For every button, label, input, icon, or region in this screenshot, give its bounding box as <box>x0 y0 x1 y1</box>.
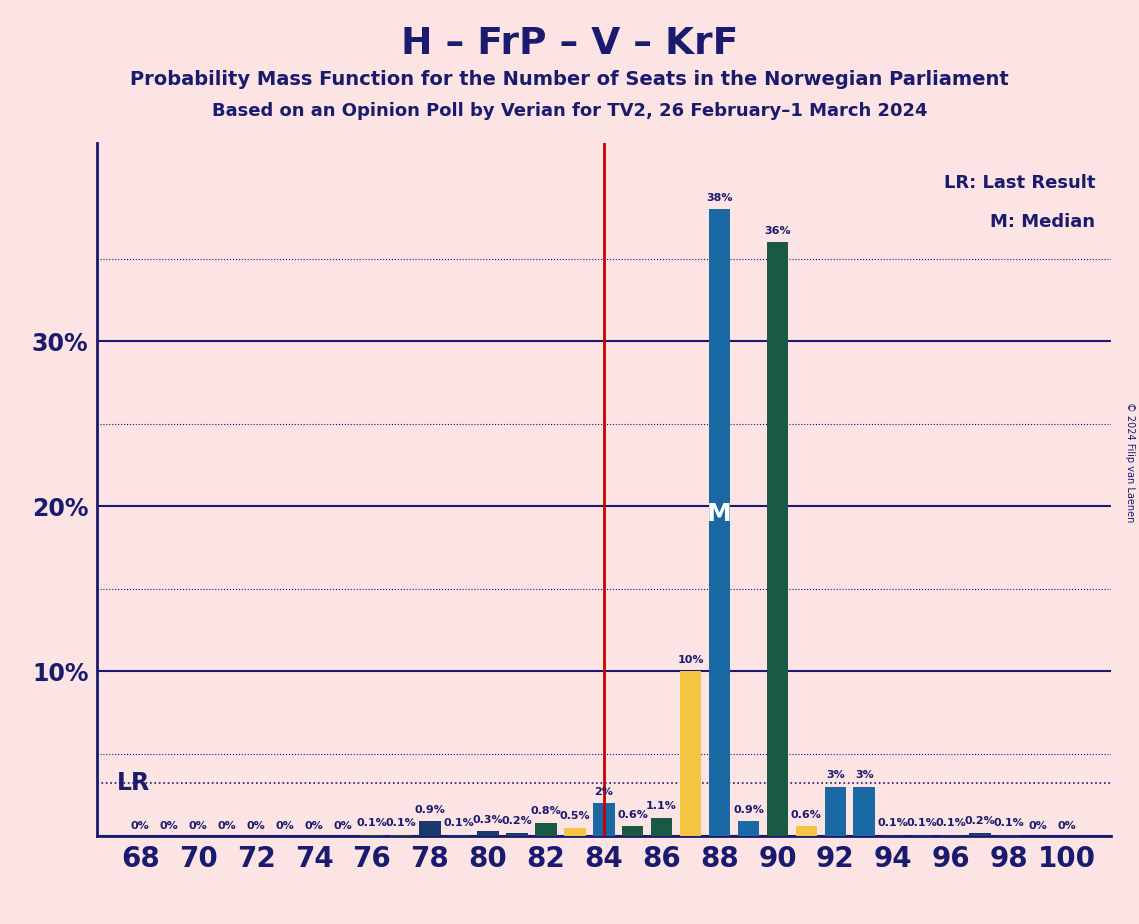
Text: 38%: 38% <box>706 192 732 202</box>
Bar <box>535 823 557 836</box>
Text: 0%: 0% <box>189 821 207 832</box>
Bar <box>680 671 702 836</box>
Text: 0.9%: 0.9% <box>415 805 445 815</box>
Bar <box>767 242 788 836</box>
Text: 0.1%: 0.1% <box>443 818 474 828</box>
Text: 0.1%: 0.1% <box>878 818 909 828</box>
Text: H – FrP – V – KrF: H – FrP – V – KrF <box>401 26 738 62</box>
Bar <box>564 828 585 836</box>
Text: 1.1%: 1.1% <box>646 801 677 811</box>
Text: LR: Last Result: LR: Last Result <box>944 175 1096 192</box>
Bar <box>419 821 441 836</box>
Text: 0.1%: 0.1% <box>907 818 937 828</box>
Bar <box>622 826 644 836</box>
Text: 0%: 0% <box>334 821 352 832</box>
Text: 36%: 36% <box>764 225 790 236</box>
Bar <box>390 834 412 836</box>
Text: Based on an Opinion Poll by Verian for TV2, 26 February–1 March 2024: Based on an Opinion Poll by Verian for T… <box>212 102 927 119</box>
Bar <box>738 821 760 836</box>
Bar <box>506 833 527 836</box>
Text: LR: LR <box>117 772 150 796</box>
Bar <box>650 818 672 836</box>
Text: 0%: 0% <box>159 821 179 832</box>
Text: 0.6%: 0.6% <box>790 809 822 820</box>
Text: 0.1%: 0.1% <box>357 818 387 828</box>
Text: 0%: 0% <box>1058 821 1076 832</box>
Text: 0.3%: 0.3% <box>473 815 503 825</box>
Text: 0.2%: 0.2% <box>965 816 995 826</box>
Text: 0%: 0% <box>218 821 237 832</box>
Bar <box>998 834 1021 836</box>
Text: 0.5%: 0.5% <box>559 811 590 821</box>
Bar <box>795 826 818 836</box>
Bar <box>592 803 615 836</box>
Bar <box>361 834 383 836</box>
Bar <box>969 833 991 836</box>
Bar <box>883 834 904 836</box>
Text: 0.2%: 0.2% <box>501 816 532 826</box>
Text: 10%: 10% <box>678 654 704 664</box>
Bar <box>708 209 730 836</box>
Bar <box>825 786 846 836</box>
Text: 0.6%: 0.6% <box>617 809 648 820</box>
Text: 3%: 3% <box>855 770 874 780</box>
Bar <box>911 834 933 836</box>
Bar <box>448 834 469 836</box>
Bar <box>853 786 875 836</box>
Text: © 2024 Filip van Laenen: © 2024 Filip van Laenen <box>1125 402 1134 522</box>
Text: 3%: 3% <box>826 770 845 780</box>
Text: M: M <box>707 503 732 527</box>
Text: 0.9%: 0.9% <box>734 805 764 815</box>
Text: 0%: 0% <box>247 821 265 832</box>
Text: 2%: 2% <box>595 786 613 796</box>
Text: 0%: 0% <box>1029 821 1048 832</box>
Text: 0.8%: 0.8% <box>531 807 562 817</box>
Text: 0.1%: 0.1% <box>386 818 416 828</box>
Text: Probability Mass Function for the Number of Seats in the Norwegian Parliament: Probability Mass Function for the Number… <box>130 70 1009 90</box>
Text: 0%: 0% <box>304 821 323 832</box>
Bar <box>941 834 962 836</box>
Text: 0%: 0% <box>131 821 149 832</box>
Bar <box>477 832 499 836</box>
Text: 0.1%: 0.1% <box>994 818 1024 828</box>
Text: 0%: 0% <box>276 821 295 832</box>
Text: M: Median: M: Median <box>990 213 1096 230</box>
Text: 0.1%: 0.1% <box>936 818 967 828</box>
